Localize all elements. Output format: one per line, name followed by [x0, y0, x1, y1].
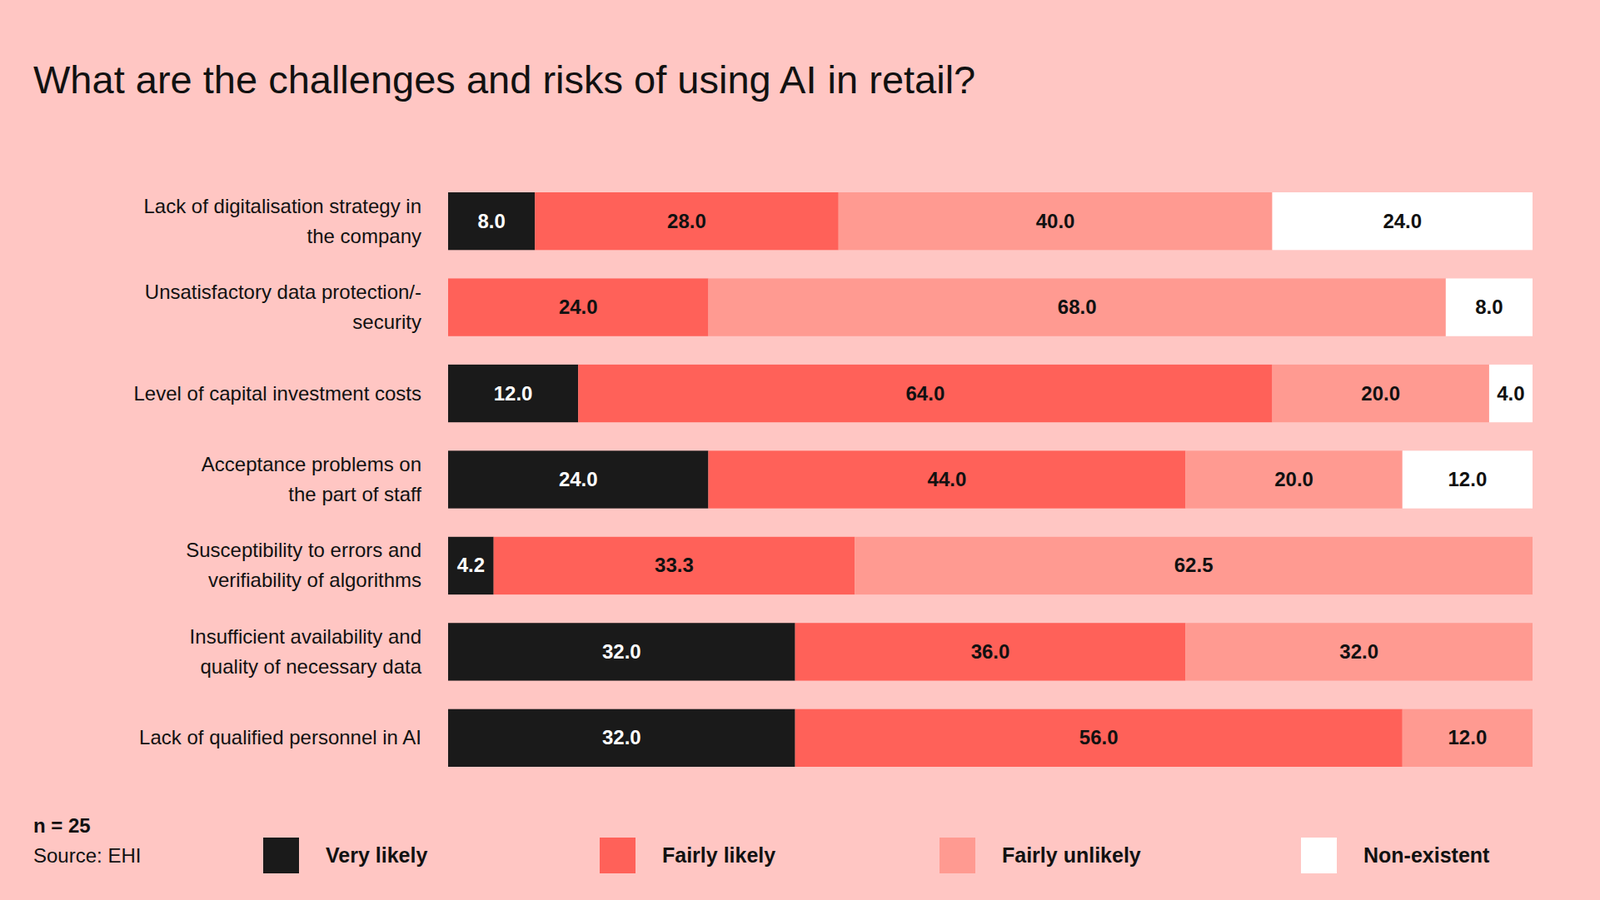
bar [448, 709, 796, 768]
bar [448, 450, 708, 509]
data-label: 12.0 [1448, 468, 1488, 491]
legend-label: Fairly unlikely [1001, 843, 1142, 868]
bar [448, 537, 494, 595]
data-label: 12.0 [1448, 726, 1488, 749]
bar [1272, 364, 1490, 423]
data-label: 68.0 [1057, 295, 1097, 319]
background [0, 0, 1600, 900]
legend-swatch [939, 837, 976, 874]
bar [448, 278, 708, 336]
bar [448, 623, 796, 681]
data-label: 32.0 [1339, 640, 1379, 663]
legend-label: Fairly likely [662, 843, 776, 868]
data-label: 4.2 [457, 553, 485, 577]
annotation: Source: EHI [33, 844, 141, 868]
data-label: 36.0 [971, 640, 1011, 663]
data-label: 44.0 [927, 468, 967, 491]
bar [1185, 623, 1533, 681]
annotation: n = 25 [33, 814, 91, 838]
y-axis: Lack of digitalisation strategy inthe co… [133, 194, 422, 750]
bar [854, 537, 1533, 595]
data-label: 32.0 [602, 726, 642, 749]
bar [707, 278, 1446, 336]
data-label: 56.0 [1079, 726, 1119, 749]
bar [448, 192, 535, 250]
data-label: 24.0 [1382, 209, 1422, 233]
data-label: 62.5 [1174, 553, 1214, 577]
bar [1402, 709, 1533, 768]
bar [493, 537, 856, 595]
bar [1402, 450, 1533, 509]
legend: Very likely Fairly likely Fairly unlikely N… [263, 837, 1491, 874]
bar [795, 623, 1187, 681]
bar [1489, 364, 1533, 423]
tick-label: Insufficient availability andquality of … [189, 625, 423, 678]
legend-label: Very likely [325, 843, 428, 868]
legend-swatch [1300, 837, 1337, 874]
data-label: 12.0 [493, 382, 534, 405]
tick-label: Lack of digitalisation strategy inthe co… [143, 194, 422, 248]
data-label: 8.0 [477, 209, 505, 233]
chart: What are the challenges and risks of usi… [0, 0, 1600, 900]
bar [838, 192, 1273, 250]
tick-label: Level of capital investment costs [133, 382, 422, 405]
data-label: 24.0 [558, 295, 599, 319]
bar [1272, 192, 1533, 250]
legend-swatch [599, 837, 636, 874]
bar [1445, 278, 1533, 336]
tick-label: Acceptance problems onthe part of staff [201, 453, 422, 506]
bar [1185, 450, 1402, 509]
data-label: 4.0 [1496, 382, 1525, 405]
tick-label: Unsatisfactory data protection/-security [144, 280, 422, 334]
data-label: 32.0 [602, 640, 642, 663]
tick-label: Lack of qualified personnel in AI [139, 726, 422, 749]
data-label: 20.0 [1274, 468, 1314, 491]
data-label: 40.0 [1036, 209, 1076, 233]
legend-swatch [263, 837, 300, 874]
bar [578, 364, 1272, 423]
bar [534, 192, 839, 250]
bar [448, 364, 579, 423]
legend-label: Non-existent [1363, 843, 1491, 868]
data-label: 24.0 [558, 468, 599, 491]
data-labels: 8.0 12.0 24.0 4.2 32.0 32.0 28.0 24.0 64.0 44.0 33… [457, 209, 1526, 750]
bar [707, 450, 1186, 509]
data-label: 64.0 [906, 382, 946, 405]
data-label: 8.0 [1475, 295, 1503, 319]
title: What are the challenges and risks of usi… [33, 57, 976, 102]
bar [795, 709, 1403, 768]
data-label: 28.0 [667, 209, 707, 233]
data-label: 20.0 [1360, 382, 1401, 405]
data-label: 33.3 [654, 553, 694, 577]
bars [448, 192, 1533, 768]
tick-label: Susceptibility to errors andverifiabilit… [185, 538, 422, 592]
